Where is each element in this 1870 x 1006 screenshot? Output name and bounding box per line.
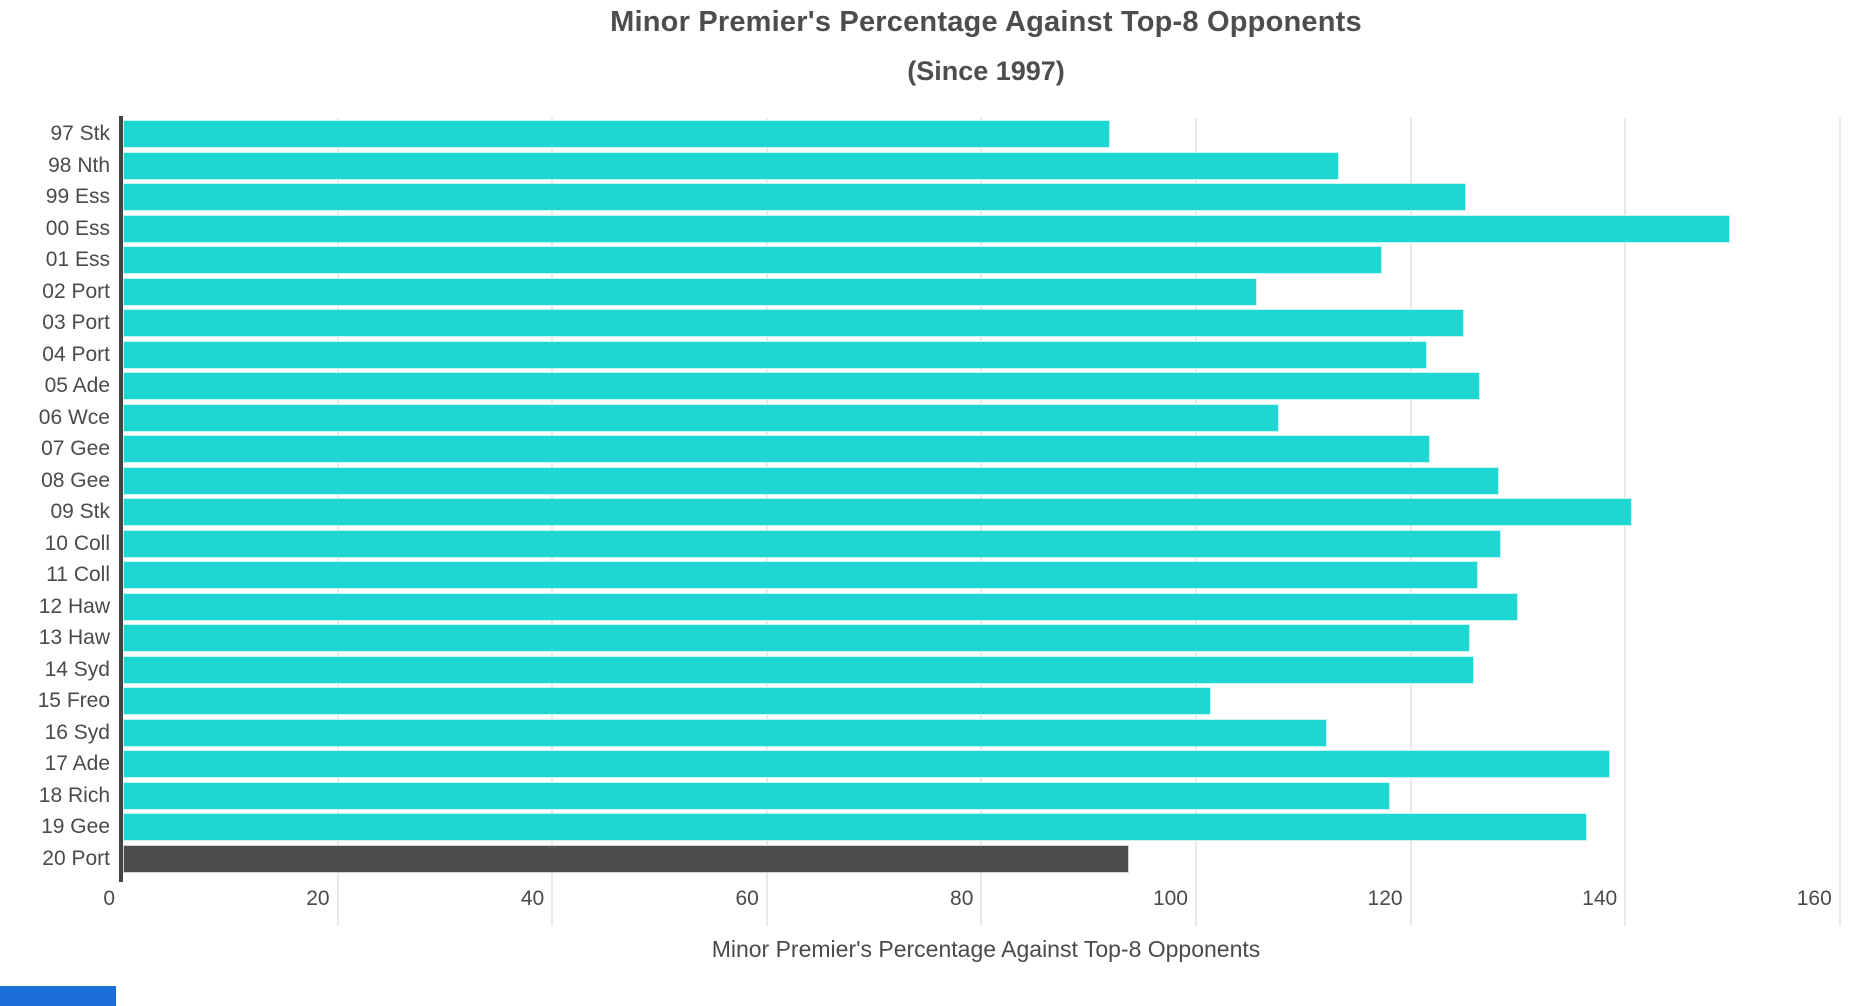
- bar-11-coll: [123, 561, 1479, 589]
- y-tick-label: 15 Freo: [37, 689, 110, 712]
- footer-accent-bar: [0, 986, 116, 1006]
- bar-16-syd: [123, 718, 1327, 747]
- x-tick-label: 60: [735, 887, 759, 910]
- bar-99-ess: [123, 183, 1467, 211]
- bar-12-haw: [123, 592, 1518, 621]
- x-tick-label: 160: [1796, 887, 1832, 910]
- bar-13-haw: [123, 624, 1470, 652]
- y-tick-label: 19 Gee: [41, 815, 110, 838]
- gridline-x-160: [1838, 118, 1841, 926]
- bar-03-port: [123, 309, 1465, 337]
- y-tick-label: 98 Nth: [48, 153, 110, 177]
- bar-04-port: [123, 340, 1427, 369]
- x-tick-label: 100: [1152, 887, 1188, 910]
- y-tick-label: 04 Port: [42, 342, 110, 366]
- y-tick-label: 14 Syd: [44, 657, 110, 681]
- bar-00-ess: [123, 214, 1731, 243]
- x-axis-title: Minor Premier's Percentage Against Top-8…: [711, 936, 1261, 962]
- y-tick-label: 16 Syd: [44, 720, 110, 744]
- y-tick-label: 12 Haw: [38, 594, 110, 618]
- bar-07-gee: [123, 435, 1430, 463]
- x-tick-label: 120: [1367, 887, 1403, 910]
- y-axis-zeroline: [119, 116, 123, 882]
- x-tick-label: 0: [103, 887, 115, 910]
- bar-02-port: [123, 277, 1258, 306]
- bar-08-gee: [123, 466, 1499, 495]
- y-tick-label: 13 Haw: [38, 626, 110, 649]
- y-tick-label: 09 Stk: [50, 500, 110, 523]
- bar-19-gee: [123, 813, 1587, 841]
- y-tick-label: 08 Gee: [41, 468, 110, 492]
- y-tick-label: 99 Ess: [45, 185, 110, 208]
- x-tick-label: 40: [520, 887, 545, 910]
- y-tick-label: 02 Port: [42, 279, 110, 303]
- y-tick-label: 11 Coll: [46, 563, 110, 586]
- chart-subtitle: (Since 1997): [907, 56, 1065, 86]
- bar-18-rich: [123, 781, 1391, 810]
- chart-title: Minor Premier's Percentage Against Top-8…: [610, 6, 1362, 38]
- bar-10-coll: [123, 529, 1501, 558]
- bar-01-ess: [123, 246, 1382, 274]
- y-tick-label: 17 Ade: [44, 752, 110, 775]
- x-tick-label: 80: [950, 887, 974, 910]
- bar-97-stk: [123, 120, 1111, 148]
- y-tick-label: 10 Coll: [44, 531, 110, 555]
- x-tick-label: 140: [1582, 887, 1618, 910]
- bar-98-nth: [123, 151, 1339, 180]
- y-tick-label: 06 Wce: [38, 405, 110, 429]
- y-tick-label: 01 Ess: [45, 248, 110, 271]
- y-tick-label: 00 Ess: [45, 216, 110, 240]
- bar-05-ade: [123, 372, 1481, 400]
- y-tick-label: 03 Port: [42, 311, 110, 334]
- x-tick-label: 20: [306, 887, 330, 910]
- y-tick-label: 97 Stk: [50, 122, 110, 145]
- y-tick-label: 18 Rich: [38, 783, 110, 807]
- bar-20-port: [123, 844, 1130, 873]
- bar-14-syd: [123, 655, 1474, 684]
- bar-15-freo: [123, 687, 1212, 715]
- y-tick-label: 20 Port: [42, 846, 110, 870]
- bar-06-wce: [123, 403, 1279, 432]
- bar-09-stk: [123, 498, 1632, 526]
- bar-17-ade: [123, 750, 1611, 778]
- y-tick-label: 07 Gee: [41, 437, 110, 460]
- y-tick-label: 05 Ade: [44, 374, 110, 397]
